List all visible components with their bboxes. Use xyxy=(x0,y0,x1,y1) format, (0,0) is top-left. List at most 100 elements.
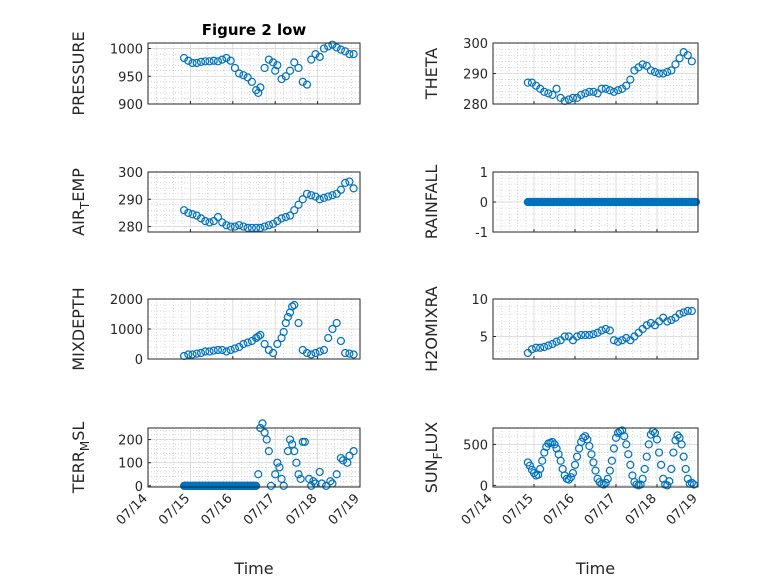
y-axis-label: PRESSURE xyxy=(69,31,88,115)
axes-frame xyxy=(147,42,361,105)
data-point xyxy=(341,47,350,56)
data-point xyxy=(336,336,346,346)
data-point xyxy=(235,221,244,230)
data-point xyxy=(332,470,341,479)
data-point xyxy=(258,419,267,428)
data-point xyxy=(226,222,235,231)
data-point xyxy=(188,58,197,68)
data-point xyxy=(275,463,284,472)
y-tick-label: 300 xyxy=(118,166,143,181)
data-point xyxy=(667,66,676,75)
data-point xyxy=(544,89,553,98)
data-point xyxy=(663,481,672,490)
data-point xyxy=(581,89,590,98)
data-point xyxy=(271,66,280,75)
data-point xyxy=(589,330,598,339)
data-point xyxy=(226,345,235,355)
plot-area xyxy=(148,428,360,487)
data-point xyxy=(213,212,223,222)
data-point xyxy=(324,333,333,343)
data-point xyxy=(568,93,578,103)
data-point xyxy=(626,460,635,469)
data-point xyxy=(307,191,316,200)
data-point xyxy=(566,473,576,482)
subplot-mixdepth: 0 1000 2000 MIXDEPTH xyxy=(69,287,361,371)
data-point xyxy=(294,63,303,73)
data-point xyxy=(192,211,201,220)
data-point xyxy=(548,90,557,99)
data-point xyxy=(196,57,206,66)
plot-area xyxy=(148,43,360,104)
data-point xyxy=(622,81,631,90)
data-point xyxy=(593,328,602,337)
data-point xyxy=(252,223,261,233)
data-point xyxy=(315,467,324,477)
data-point xyxy=(589,87,598,96)
data-point xyxy=(659,69,668,78)
data-point xyxy=(209,216,218,226)
data-point xyxy=(552,84,561,93)
data-point xyxy=(591,466,600,475)
data-point xyxy=(538,456,547,465)
subplot-air-temp: 280 290 300 AIRTEMP xyxy=(69,166,361,236)
data-point xyxy=(277,74,286,84)
subplot-rainfall: -1 0 1 RAINFALL xyxy=(422,165,701,241)
data-point xyxy=(667,464,676,474)
data-point xyxy=(349,184,358,193)
data-point xyxy=(691,197,701,207)
data-point xyxy=(613,86,623,95)
data-point xyxy=(605,466,614,475)
data-point xyxy=(285,435,295,444)
data-point xyxy=(307,481,316,490)
data-point xyxy=(577,330,586,340)
data-point xyxy=(642,321,651,330)
data-point xyxy=(349,49,358,59)
data-point xyxy=(319,193,329,203)
data-point xyxy=(663,317,672,326)
data-point xyxy=(328,324,337,334)
data-point xyxy=(527,345,537,354)
data-point xyxy=(290,447,299,456)
y-tick-label: -1 xyxy=(475,226,488,241)
data-point xyxy=(679,452,688,461)
data-point xyxy=(213,345,223,355)
data-point xyxy=(349,447,358,456)
data-point xyxy=(665,477,674,486)
data-point xyxy=(243,73,252,82)
axes-frame xyxy=(147,171,361,233)
data-point xyxy=(611,433,621,442)
data-point xyxy=(338,456,348,465)
y-tick-label: 200 xyxy=(118,434,143,449)
data-point xyxy=(315,52,324,61)
y-tick-label: 500 xyxy=(463,438,488,453)
data-point xyxy=(235,69,244,78)
y-tick-label: 300 xyxy=(463,37,488,52)
data-point xyxy=(302,348,312,358)
data-point xyxy=(326,477,335,486)
data-point xyxy=(243,223,252,233)
data-point xyxy=(646,66,655,75)
data-point xyxy=(654,448,664,457)
data-point xyxy=(675,54,684,63)
data-point xyxy=(669,448,678,457)
y-axis-label: AIRTEMP xyxy=(69,168,92,236)
data-point xyxy=(298,195,307,204)
data-point xyxy=(307,55,316,64)
data-point xyxy=(196,348,206,358)
data-point xyxy=(581,330,590,340)
subplot-h2omixra: 5 10 H2OMIXRA xyxy=(422,286,699,372)
data-point xyxy=(642,61,651,70)
data-point xyxy=(260,63,269,73)
data-point xyxy=(540,448,549,457)
data-point xyxy=(222,347,231,356)
y-axis-label: H2OMIXRA xyxy=(422,286,441,372)
y-tick-label: 0 xyxy=(480,196,488,211)
data-point xyxy=(687,478,696,488)
data-point xyxy=(247,77,256,86)
data-point xyxy=(290,206,299,215)
data-point xyxy=(311,49,320,59)
y-tick-label: 280 xyxy=(118,221,143,236)
data-point xyxy=(260,339,269,349)
data-point xyxy=(201,347,210,356)
